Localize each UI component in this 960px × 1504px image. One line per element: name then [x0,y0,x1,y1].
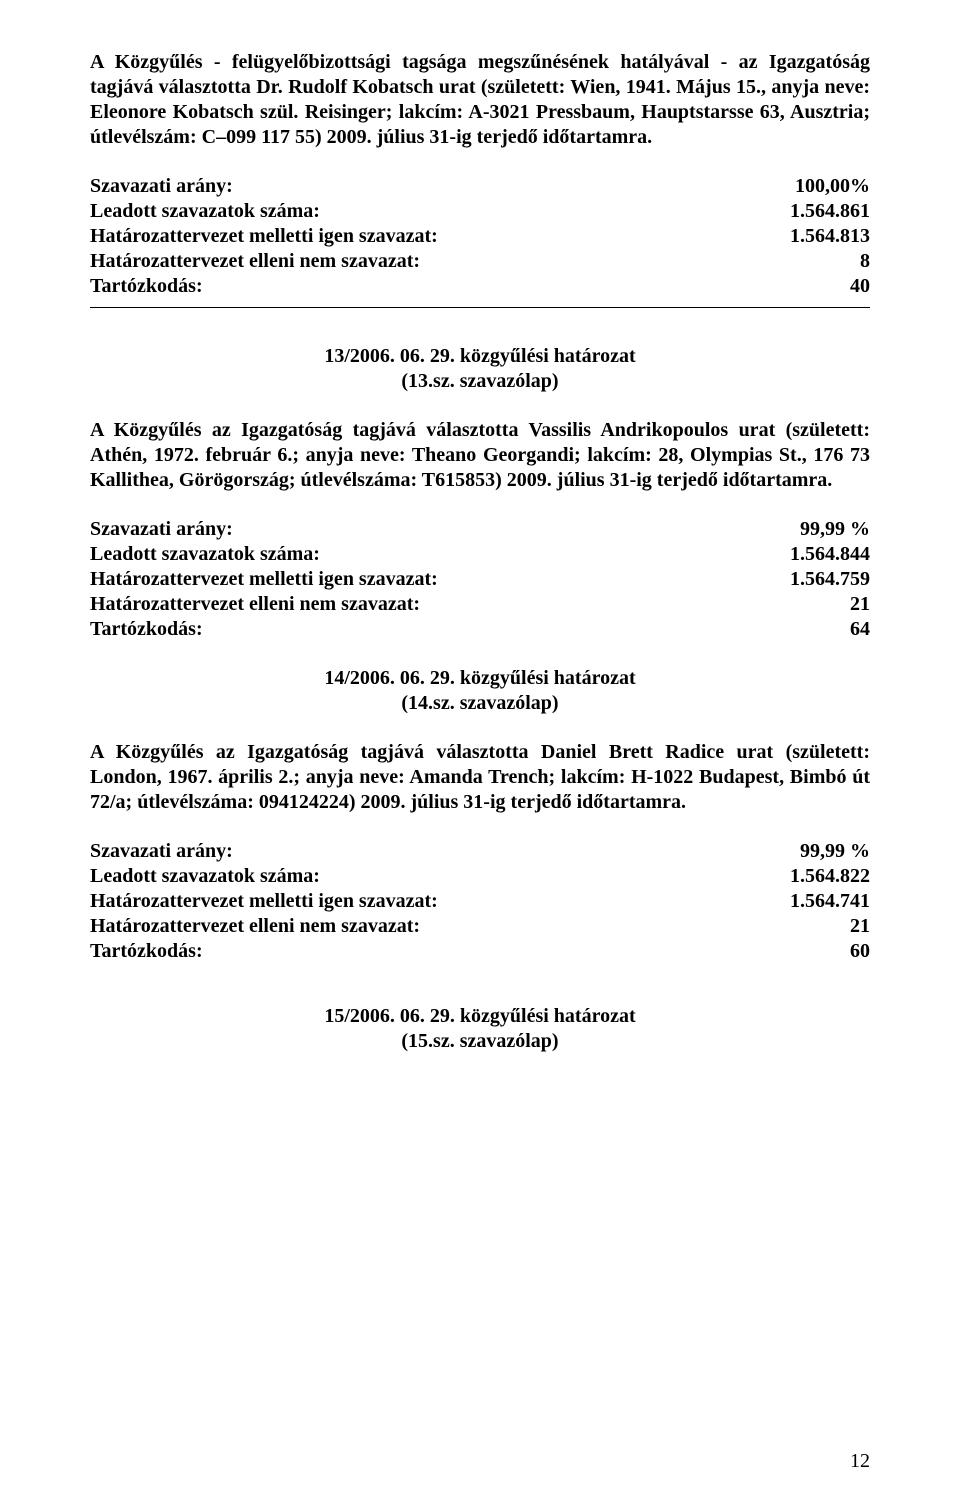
resolution-13-heading: 13/2006. 06. 29. közgyűlési határozat (1… [90,344,870,394]
stat-row: Szavazati arány: 100,00% [90,174,870,199]
stat-label: Határozattervezet elleni nem szavazat: [90,914,850,939]
intro-paragraph: A Közgyűlés - felügyelőbizottsági tagság… [90,50,870,150]
stat-label: Tartózkodás: [90,617,850,642]
stats-block-13: Szavazati arány: 99,99 % Leadott szavaza… [90,517,870,642]
stat-row: Szavazati arány: 99,99 % [90,517,870,542]
stat-label: Határozattervezet melletti igen szavazat… [90,224,790,249]
stat-label: Leadott szavazatok száma: [90,542,790,567]
stat-row: Tartózkodás: 64 [90,617,870,642]
stat-label: Határozattervezet elleni nem szavazat: [90,592,850,617]
stat-value: 100,00% [795,174,870,199]
stat-value: 1.564.813 [790,224,870,249]
stat-label: Szavazati arány: [90,839,800,864]
stat-value: 21 [850,914,870,939]
heading-line-1: 13/2006. 06. 29. közgyűlési határozat [90,344,870,369]
stat-value: 99,99 % [800,839,870,864]
divider [90,307,870,308]
stat-value: 1.564.759 [790,567,870,592]
stat-value: 21 [850,592,870,617]
stat-row: Leadott szavazatok száma: 1.564.844 [90,542,870,567]
stat-value: 1.564.741 [790,889,870,914]
page-number: 12 [850,1449,870,1474]
heading-line-1: 14/2006. 06. 29. közgyűlési határozat [90,666,870,691]
resolution-14-paragraph: A Közgyűlés az Igazgatóság tagjává válas… [90,740,870,815]
stat-row: Határozattervezet melletti igen szavazat… [90,567,870,592]
resolution-14-heading: 14/2006. 06. 29. közgyűlési határozat (1… [90,666,870,716]
stat-label: Szavazati arány: [90,517,800,542]
stat-label: Határozattervezet melletti igen szavazat… [90,567,790,592]
stat-label: Szavazati arány: [90,174,795,199]
stat-label: Határozattervezet elleni nem szavazat: [90,249,860,274]
stat-value: 1.564.861 [790,199,870,224]
stats-block-1: Szavazati arány: 100,00% Leadott szavaza… [90,174,870,299]
stat-row: Határozattervezet elleni nem szavazat: 8 [90,249,870,274]
stat-value: 8 [860,249,870,274]
heading-line-2: (14.sz. szavazólap) [90,691,870,716]
stat-value: 1.564.844 [790,542,870,567]
stat-value: 60 [850,939,870,964]
resolution-13-paragraph: A Közgyűlés az Igazgatóság tagjává válas… [90,418,870,493]
stat-row: Szavazati arány: 99,99 % [90,839,870,864]
stat-row: Határozattervezet elleni nem szavazat: 2… [90,914,870,939]
heading-line-2: (15.sz. szavazólap) [90,1029,870,1054]
page: A Közgyűlés - felügyelőbizottsági tagság… [0,0,960,1504]
stat-label: Tartózkodás: [90,939,850,964]
stat-row: Határozattervezet elleni nem szavazat: 2… [90,592,870,617]
stat-row: Leadott szavazatok száma: 1.564.861 [90,199,870,224]
stat-row: Tartózkodás: 60 [90,939,870,964]
stat-row: Határozattervezet melletti igen szavazat… [90,224,870,249]
stat-row: Tartózkodás: 40 [90,274,870,299]
stat-value: 40 [850,274,870,299]
stat-value: 64 [850,617,870,642]
resolution-15-heading: 15/2006. 06. 29. közgyűlési határozat (1… [90,1004,870,1054]
heading-line-2: (13.sz. szavazólap) [90,369,870,394]
stat-label: Leadott szavazatok száma: [90,864,790,889]
stat-label: Leadott szavazatok száma: [90,199,790,224]
stat-label: Tartózkodás: [90,274,850,299]
stats-block-14: Szavazati arány: 99,99 % Leadott szavaza… [90,839,870,964]
stat-value: 99,99 % [800,517,870,542]
stat-value: 1.564.822 [790,864,870,889]
stat-row: Határozattervezet melletti igen szavazat… [90,889,870,914]
stat-label: Határozattervezet melletti igen szavazat… [90,889,790,914]
stat-row: Leadott szavazatok száma: 1.564.822 [90,864,870,889]
heading-line-1: 15/2006. 06. 29. közgyűlési határozat [90,1004,870,1029]
